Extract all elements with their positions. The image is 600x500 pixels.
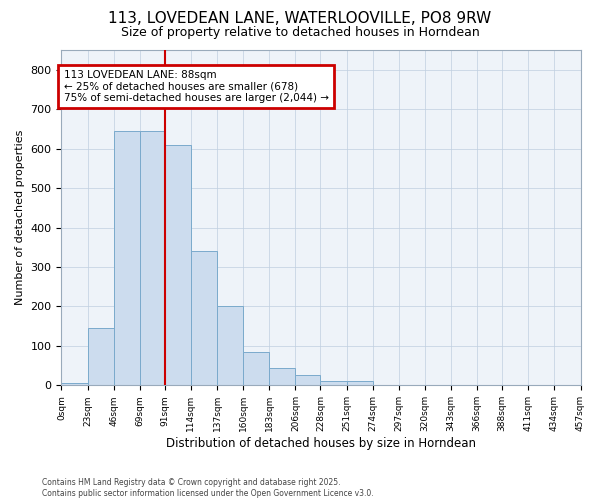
Bar <box>217 306 243 386</box>
Bar <box>243 352 269 386</box>
Bar <box>320 382 347 386</box>
Text: Size of property relative to detached houses in Horndean: Size of property relative to detached ho… <box>121 26 479 39</box>
Bar <box>554 384 581 386</box>
Bar <box>61 384 88 386</box>
Bar <box>269 368 295 386</box>
Bar <box>165 144 191 386</box>
Text: Contains HM Land Registry data © Crown copyright and database right 2025.
Contai: Contains HM Land Registry data © Crown c… <box>42 478 374 498</box>
Bar <box>373 384 399 386</box>
X-axis label: Distribution of detached houses by size in Horndean: Distribution of detached houses by size … <box>166 437 476 450</box>
Bar <box>113 131 140 386</box>
Text: 113 LOVEDEAN LANE: 88sqm
← 25% of detached houses are smaller (678)
75% of semi-: 113 LOVEDEAN LANE: 88sqm ← 25% of detach… <box>64 70 329 103</box>
Bar <box>191 251 217 386</box>
Bar <box>88 328 113 386</box>
Bar <box>140 131 165 386</box>
Text: 113, LOVEDEAN LANE, WATERLOOVILLE, PO8 9RW: 113, LOVEDEAN LANE, WATERLOOVILLE, PO8 9… <box>109 11 491 26</box>
Y-axis label: Number of detached properties: Number of detached properties <box>15 130 25 306</box>
Bar <box>295 374 320 386</box>
Bar <box>347 382 373 386</box>
